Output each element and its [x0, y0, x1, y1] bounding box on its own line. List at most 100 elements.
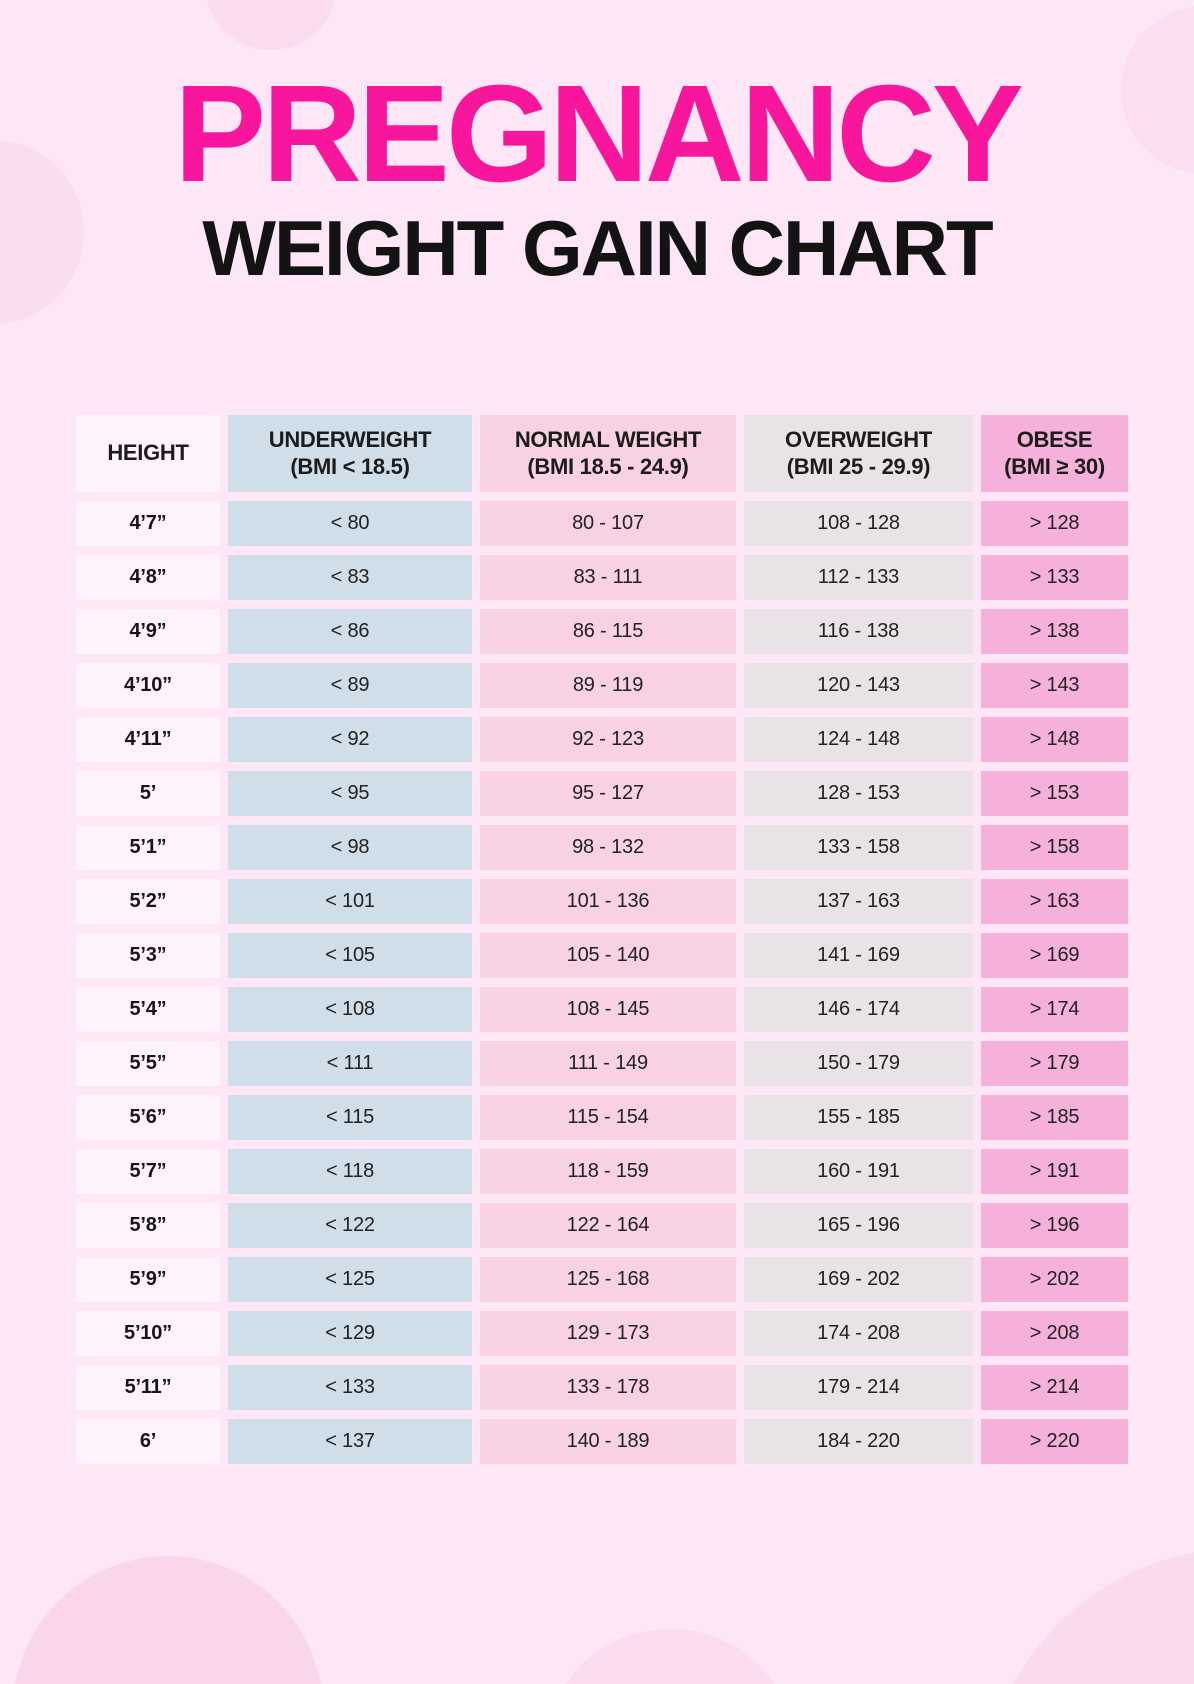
table-cell-underweight: < 86: [228, 609, 472, 654]
column-header-sublabel: (BMI 25 - 29.9): [786, 453, 931, 479]
table-cell-normal: 129 - 173: [480, 1311, 736, 1356]
column-header-underweight: UNDERWEIGHT (BMI < 18.5): [228, 415, 472, 492]
table-cell-normal: 98 - 132: [480, 825, 736, 870]
table-cell-normal: 80 - 107: [480, 501, 736, 546]
table-cell-overweight: 124 - 148: [744, 717, 973, 762]
column-header-label: HEIGHT: [107, 440, 189, 466]
row-height-label: 5’7”: [76, 1149, 220, 1194]
row-height-label: 5’4”: [76, 987, 220, 1032]
table-cell-underweight: < 92: [228, 717, 472, 762]
table-cell-normal: 92 - 123: [480, 717, 736, 762]
table-cell-underweight: < 95: [228, 771, 472, 816]
column-header-normal: NORMAL WEIGHT (BMI 18.5 - 24.9): [480, 415, 736, 492]
table-cell-overweight: 165 - 196: [744, 1203, 973, 1248]
title-block: PREGNANCY WEIGHT GAIN CHART: [0, 64, 1194, 287]
column-header-sublabel: (BMI < 18.5): [290, 453, 410, 479]
decorative-circle: [982, 1548, 1194, 1684]
column-header-label: OBESE: [1016, 426, 1093, 452]
table-cell-overweight: 146 - 174: [744, 987, 973, 1032]
table-cell-overweight: 169 - 202: [744, 1257, 973, 1302]
table-cell-normal: 89 - 119: [480, 663, 736, 708]
row-height-label: 5’3”: [76, 933, 220, 978]
table-cell-overweight: 137 - 163: [744, 879, 973, 924]
row-height-label: 4’9”: [76, 609, 220, 654]
weight-table: HEIGHT UNDERWEIGHT (BMI < 18.5) NORMAL WEIG…: [76, 415, 1128, 1464]
table-cell-underweight: < 118: [228, 1149, 472, 1194]
table-cell-obese: > 196: [981, 1203, 1128, 1248]
table-cell-obese: > 191: [981, 1149, 1128, 1194]
column-header-overweight: OVERWEIGHT (BMI 25 - 29.9): [744, 415, 973, 492]
row-height-label: 5’6”: [76, 1095, 220, 1140]
table-cell-obese: > 214: [981, 1365, 1128, 1410]
table-cell-overweight: 141 - 169: [744, 933, 973, 978]
table-cell-normal: 95 - 127: [480, 771, 736, 816]
table-cell-obese: > 128: [981, 501, 1128, 546]
row-height-label: 5’5”: [76, 1041, 220, 1086]
table-cell-overweight: 120 - 143: [744, 663, 973, 708]
column-header-height: HEIGHT: [76, 415, 220, 492]
row-height-label: 4’11”: [76, 717, 220, 762]
table-cell-overweight: 184 - 220: [744, 1419, 973, 1464]
row-height-label: 4’8”: [76, 555, 220, 600]
table-cell-obese: > 169: [981, 933, 1128, 978]
table-cell-normal: 140 - 189: [480, 1419, 736, 1464]
column-header-obese: OBESE (BMI ≥ 30): [981, 415, 1128, 492]
table-cell-underweight: < 105: [228, 933, 472, 978]
table-cell-overweight: 179 - 214: [744, 1365, 973, 1410]
row-height-label: 5’11”: [76, 1365, 220, 1410]
table-cell-normal: 118 - 159: [480, 1149, 736, 1194]
row-height-label: 5’1”: [76, 825, 220, 870]
table-cell-underweight: < 115: [228, 1095, 472, 1140]
column-header-sublabel: (BMI ≥ 30): [1004, 453, 1105, 479]
table-cell-underweight: < 111: [228, 1041, 472, 1086]
table-cell-underweight: < 89: [228, 663, 472, 708]
table-cell-underweight: < 98: [228, 825, 472, 870]
table-cell-obese: > 202: [981, 1257, 1128, 1302]
table-cell-obese: > 179: [981, 1041, 1128, 1086]
table-cell-obese: > 163: [981, 879, 1128, 924]
row-height-label: 4’7”: [76, 501, 220, 546]
table-cell-normal: 101 - 136: [480, 879, 736, 924]
table-cell-obese: > 148: [981, 717, 1128, 762]
table-cell-normal: 86 - 115: [480, 609, 736, 654]
table-container: HEIGHT UNDERWEIGHT (BMI < 18.5) NORMAL WEIG…: [76, 415, 1128, 1464]
table-cell-underweight: < 101: [228, 879, 472, 924]
table-cell-obese: > 143: [981, 663, 1128, 708]
table-cell-overweight: 133 - 158: [744, 825, 973, 870]
table-cell-overweight: 160 - 191: [744, 1149, 973, 1194]
table-cell-normal: 83 - 111: [480, 555, 736, 600]
row-height-label: 6’: [76, 1419, 220, 1464]
table-cell-normal: 108 - 145: [480, 987, 736, 1032]
table-cell-normal: 125 - 168: [480, 1257, 736, 1302]
table-cell-obese: > 185: [981, 1095, 1128, 1140]
table-cell-underweight: < 133: [228, 1365, 472, 1410]
table-cell-overweight: 174 - 208: [744, 1311, 973, 1356]
column-header-sublabel: (BMI 18.5 - 24.9): [527, 453, 689, 479]
table-cell-obese: > 138: [981, 609, 1128, 654]
row-height-label: 5’9”: [76, 1257, 220, 1302]
table-cell-obese: > 174: [981, 987, 1128, 1032]
table-cell-normal: 133 - 178: [480, 1365, 736, 1410]
row-height-label: 4’10”: [76, 663, 220, 708]
decorative-circle: [13, 1556, 323, 1684]
table-cell-normal: 115 - 154: [480, 1095, 736, 1140]
table-cell-overweight: 155 - 185: [744, 1095, 973, 1140]
table-cell-underweight: < 129: [228, 1311, 472, 1356]
table-cell-underweight: < 108: [228, 987, 472, 1032]
table-cell-normal: 122 - 164: [480, 1203, 736, 1248]
table-cell-obese: > 158: [981, 825, 1128, 870]
column-header-label: UNDERWEIGHT: [268, 426, 432, 452]
table-cell-overweight: 108 - 128: [744, 501, 973, 546]
table-cell-underweight: < 122: [228, 1203, 472, 1248]
row-height-label: 5’8”: [76, 1203, 220, 1248]
column-header-label: OVERWEIGHT: [785, 426, 932, 452]
table-cell-underweight: < 125: [228, 1257, 472, 1302]
table-cell-underweight: < 83: [228, 555, 472, 600]
table-cell-overweight: 116 - 138: [744, 609, 973, 654]
page-title: PREGNANCY: [174, 57, 1024, 211]
column-header-label: NORMAL WEIGHT: [514, 426, 702, 452]
table-cell-underweight: < 137: [228, 1419, 472, 1464]
row-height-label: 5’2”: [76, 879, 220, 924]
row-height-label: 5’: [76, 771, 220, 816]
